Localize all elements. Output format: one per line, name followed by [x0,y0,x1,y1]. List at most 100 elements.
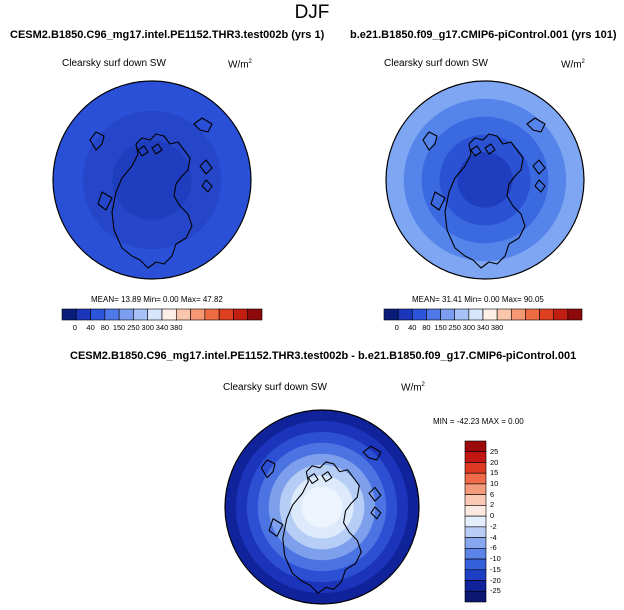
right-variable-label: Clearsky surf down SW [384,58,488,69]
diff-units-label: W/m2 [401,382,425,394]
coastline [137,145,149,157]
coastline [268,518,284,537]
diff-colorbar [464,440,487,603]
diff-stats: MIN = -42.23 MAX = 0.00 [433,417,524,426]
colorbar-swatch [464,537,487,549]
colorbar-swatch [397,308,413,321]
colorbar-tick-label: 25 [490,446,499,456]
coastline [321,471,333,483]
colorbar-swatch [510,308,526,321]
diff-variable-label: Clearsky surf down SW [223,382,327,393]
coastline [444,133,526,269]
right-polar-map [385,80,585,280]
left-stats: MEAN= 13.89 Min= 0.00 Max= 47.82 [91,295,223,304]
map-boundary [385,80,585,280]
colorbar-swatch [383,308,399,321]
coastline [470,145,482,157]
colorbar-swatch [468,308,484,321]
colorbar-tick-label: 0 [394,323,399,332]
colorbar-swatch [133,308,149,321]
colorbar-swatch [218,308,234,321]
colorbar-swatch [440,308,456,321]
colorbar-swatch [247,308,263,321]
coastline [282,461,362,594]
coastline [201,179,213,193]
coastline [422,131,438,151]
colorbar-tick-label: 15 [490,468,499,478]
coastline [111,133,193,269]
coastline [89,131,105,151]
contour-band [457,152,513,208]
colorbar-tick-label: -15 [490,564,501,574]
left-units-label: W/m2 [228,59,252,71]
diff-title: CESM2.B1850.C96_mg17.intel.PE1152.THR3.t… [70,350,577,362]
colorbar-tick-label: 0 [490,511,495,521]
colorbar-swatch [426,308,441,321]
colorbar-swatch [464,580,487,592]
diff-polar-map [224,409,420,605]
colorbar-swatch [75,308,91,321]
colorbar-swatch [464,558,487,571]
colorbar-tick-label: 300 [141,323,154,332]
colorbar-swatch [567,308,583,321]
colorbar-swatch [411,308,427,321]
colorbar-swatch [175,308,191,321]
colorbar-swatch [464,526,487,538]
coastline [260,459,276,479]
colorbar-swatch [464,515,487,528]
colorbar-tick-label: 40 [86,323,95,332]
colorbar-tick-label: 6 [490,489,495,499]
right-units-label: W/m2 [561,59,585,71]
left-colorbar [61,308,263,321]
left-polar-map [52,80,252,280]
contour-band [301,486,343,528]
colorbar-swatch [454,308,470,321]
colorbar-swatch [464,569,487,581]
contour-band [112,140,192,220]
colorbar-tick-label: 2 [490,500,495,510]
colorbar-swatch [104,308,120,321]
coastline [430,191,446,211]
colorbar-swatch [464,548,487,560]
right-stats: MEAN= 31.41 Min= 0.00 Max= 90.05 [412,295,544,304]
colorbar-swatch [147,308,163,321]
colorbar-tick-label: -25 [490,586,501,596]
colorbar-swatch [161,308,177,321]
colorbar-swatch [464,494,487,506]
colorbar-tick-label: -10 [490,554,501,564]
colorbar-swatch [482,308,498,321]
coastline [484,143,496,155]
colorbar-tick-label: -20 [490,575,501,585]
colorbar-tick-label: 10 [490,478,499,488]
colorbar-tick-label: 250 [127,323,140,332]
map-boundary [224,409,420,605]
colorbar-tick-label: 20 [490,457,499,467]
colorbar-tick-label: 300 [462,323,476,332]
coastline [534,179,546,193]
right-case-title: b.e21.B1850.f09_g17.CMIP6-piControl.001 … [350,29,617,41]
colorbar-swatch [118,308,134,321]
colorbar-swatch [496,308,512,321]
coastline [526,117,546,133]
colorbar-swatch [464,472,487,485]
colorbar-tick-label: 250 [448,323,461,332]
colorbar-swatch [464,440,487,453]
colorbar-tick-label: 340 [476,323,490,332]
colorbar-swatch [525,308,540,321]
coastline [532,159,546,175]
colorbar-swatch [539,308,555,321]
colorbar-tick-label: 80 [422,323,431,332]
coastline [199,159,213,175]
coastline [370,506,382,520]
colorbar-tick-label: 340 [155,323,169,332]
colorbar-tick-label: 0 [72,323,77,332]
left-case-title: CESM2.B1850.C96_mg17.intel.PE1152.THR3.t… [10,29,325,41]
coastline [193,117,213,133]
colorbar-swatch [190,308,206,321]
map-boundary [52,80,252,280]
coastline [151,143,163,155]
colorbar-tick-label: -4 [490,532,497,542]
colorbar-tick-label: -2 [490,521,497,531]
coastline [307,473,319,485]
colorbar-swatch [464,451,487,463]
